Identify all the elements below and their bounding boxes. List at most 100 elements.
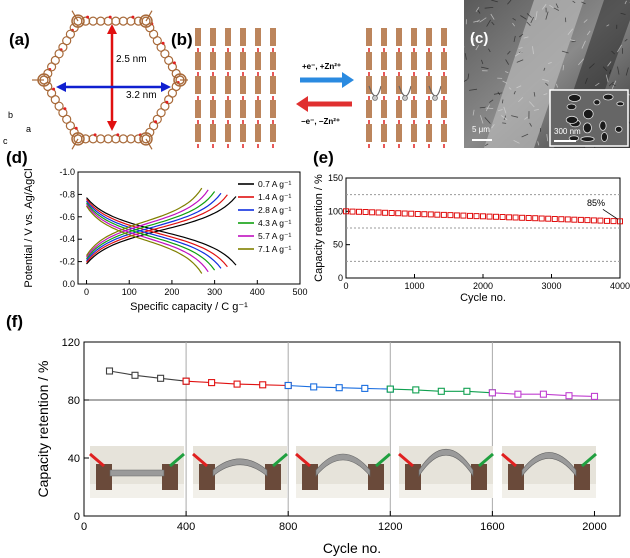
data-point xyxy=(467,212,473,219)
nanofiber xyxy=(502,122,507,124)
layer-unit xyxy=(225,124,231,142)
nanofiber xyxy=(464,79,468,82)
panel-label-b: (b) xyxy=(171,30,193,49)
nanofiber xyxy=(624,0,627,5)
layer-unit xyxy=(240,100,246,118)
data-point xyxy=(310,383,318,391)
nanofiber xyxy=(516,85,522,89)
nanofiber xyxy=(612,83,616,87)
x-tick-label: 400 xyxy=(177,521,195,533)
layer-unit xyxy=(366,100,372,118)
nanofiber xyxy=(595,82,600,87)
device-photo xyxy=(398,446,494,498)
layer-unit xyxy=(225,52,231,70)
oxygen-atom xyxy=(52,87,56,91)
oxygen-atom xyxy=(165,100,169,104)
data-point xyxy=(375,209,382,216)
layer-unit xyxy=(396,100,402,118)
charge-curve xyxy=(86,194,228,263)
nanofiber xyxy=(511,115,519,118)
nanofiber xyxy=(523,36,529,39)
green-wire xyxy=(581,452,597,468)
ring-unit xyxy=(160,49,170,59)
device-photo xyxy=(192,446,288,498)
layer-unit xyxy=(426,100,432,118)
stacked-layers-zn-inserted xyxy=(366,28,447,148)
y-tick-label: 50 xyxy=(333,240,343,250)
legend-label: 1.4 A g⁻¹ xyxy=(258,192,291,202)
nanofiber xyxy=(521,133,529,138)
layer-unit xyxy=(270,52,276,70)
layer-unit xyxy=(426,52,432,70)
layer-unit xyxy=(195,100,201,118)
data-point xyxy=(571,216,578,223)
pore xyxy=(614,125,623,133)
x-axis-label: Specific capacity / C g⁻¹ xyxy=(130,301,248,313)
y-tick-label: -0.8 xyxy=(59,189,75,199)
data-point xyxy=(486,213,493,220)
data-point xyxy=(437,387,445,395)
legend-label: 2.8 A g⁻¹ xyxy=(258,205,291,215)
zn-ion xyxy=(402,95,408,101)
data-point xyxy=(545,215,552,222)
layer-unit xyxy=(381,52,387,70)
nanofiber xyxy=(488,48,491,53)
retention-annotation: 85% xyxy=(587,198,605,208)
zn-ion xyxy=(432,95,438,101)
layer-unit xyxy=(270,100,276,118)
pore xyxy=(580,136,595,142)
legend-label: 0.7 A g⁻¹ xyxy=(258,179,291,189)
scale-label-main: 5 μm xyxy=(472,125,490,134)
discharge-curve xyxy=(86,198,228,268)
layer-unit xyxy=(210,28,216,46)
y-tick-label: 0.0 xyxy=(62,279,75,289)
data-point xyxy=(539,390,547,398)
x-tick-label: 800 xyxy=(279,521,297,533)
discharge-curve xyxy=(86,202,216,271)
nanofiber xyxy=(529,101,535,108)
data-point xyxy=(493,213,499,220)
nanofiber xyxy=(549,4,555,9)
y-tick-label: 40 xyxy=(68,453,80,465)
nanofiber xyxy=(484,117,491,124)
nanofiber xyxy=(516,59,524,63)
layer-unit xyxy=(210,76,216,94)
x-tick-label: 500 xyxy=(292,287,307,297)
layer-unit xyxy=(441,52,447,70)
data-point xyxy=(506,214,513,221)
layer-unit xyxy=(270,28,276,46)
data-point xyxy=(617,218,623,225)
layer-unit xyxy=(411,76,417,94)
layer-unit xyxy=(195,28,201,46)
data-point xyxy=(412,386,420,394)
series-line xyxy=(109,370,187,382)
panel-label-a: (a) xyxy=(9,30,30,49)
nanofiber xyxy=(533,109,539,111)
green-wire xyxy=(272,452,288,468)
nanofiber xyxy=(479,106,487,109)
data-point xyxy=(440,211,447,218)
annotation-arrow xyxy=(602,209,619,220)
x-axis-label: Cycle no. xyxy=(460,292,506,304)
discharge-label: −e⁻, −Zn²⁺ xyxy=(301,117,340,126)
left-clamp xyxy=(508,464,524,490)
oxygen-atom xyxy=(161,41,165,45)
y-axis-label: Potential / V vs. Ag/AgCl xyxy=(23,168,35,287)
data-point xyxy=(512,214,519,221)
data-point xyxy=(388,210,395,216)
photo-surface xyxy=(193,484,287,498)
axis-label-a: a xyxy=(26,124,32,134)
nanofiber xyxy=(513,140,520,144)
nanofiber xyxy=(491,0,498,3)
flexible-electrode xyxy=(418,448,474,478)
layer-unit xyxy=(366,52,372,70)
panel-b-structure: +e⁻, +Zn²⁺ −e⁻, −Zn²⁺ xyxy=(195,28,447,148)
nanofiber xyxy=(526,21,531,26)
legend-label: 4.3 A g⁻¹ xyxy=(258,218,291,228)
pore xyxy=(602,93,614,101)
data-point xyxy=(610,218,617,225)
charge-curve xyxy=(86,192,222,261)
layer-unit xyxy=(366,76,372,94)
x-tick-label: 1200 xyxy=(378,521,402,533)
nanofiber xyxy=(508,87,512,90)
